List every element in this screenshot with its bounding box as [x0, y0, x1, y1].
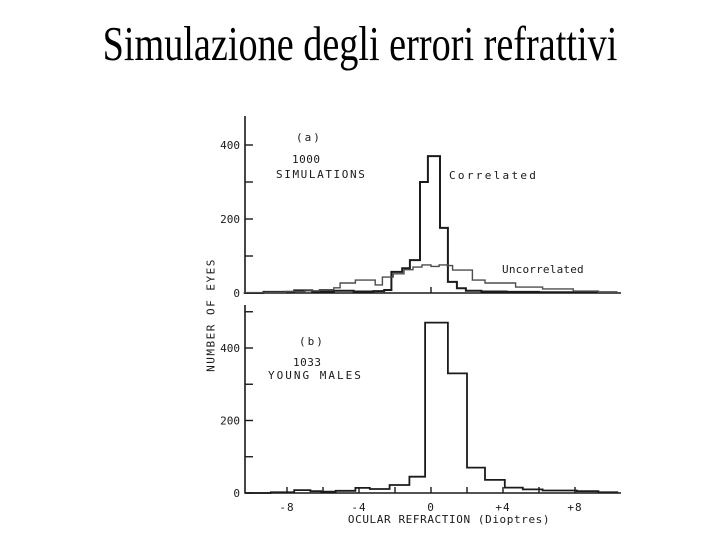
panel-b-count-label: 1033	[293, 356, 322, 369]
panel-b-axis	[244, 305, 621, 494]
panel-b-y-tick-label: 200	[220, 415, 240, 428]
1033-young-males-series-path	[245, 321, 619, 494]
panel-b-label: (b)	[299, 335, 325, 348]
uncorrelated-series-label: Uncorrelated	[502, 263, 584, 276]
correlated-series-label: Correlated	[449, 169, 539, 182]
panel-b-x-tick-label: -8	[279, 501, 294, 514]
panel-b-y-tick-label: 0	[233, 487, 240, 500]
x-axis-title: OCULAR REFRACTION (Dioptres)	[347, 513, 551, 526]
panel-b-subject-label: YOUNG MALES	[268, 369, 363, 382]
panel-b-y-tick-label: 400	[220, 342, 240, 355]
slide-title-text: Simulazione degli errori refrattivi	[102, 15, 618, 71]
panel-a-subject-label: SIMULATIONS	[276, 168, 367, 181]
panel-a-y-tick-label: 200	[220, 213, 240, 226]
slide-title: Simulazione degli errori refrattivi	[0, 12, 720, 74]
panel-a-y-tick-label: 400	[220, 139, 240, 152]
panel-a-y-tick-label: 0	[233, 287, 240, 300]
panel-a-count-label: 1000	[292, 153, 321, 166]
uncorrelated-series-path	[243, 264, 618, 294]
panel-a-label: (a)	[296, 131, 322, 144]
panel-b-x-tick-label: -4	[351, 501, 366, 514]
correlated-series-path	[243, 155, 618, 294]
y-axis-title: NUMBER OF EYES	[204, 258, 218, 372]
panel-b-x-tick-label: 0	[427, 501, 435, 514]
panel-b-x-tick-label: +4	[495, 501, 510, 514]
panel-b-x-tick-label: +8	[567, 501, 582, 514]
